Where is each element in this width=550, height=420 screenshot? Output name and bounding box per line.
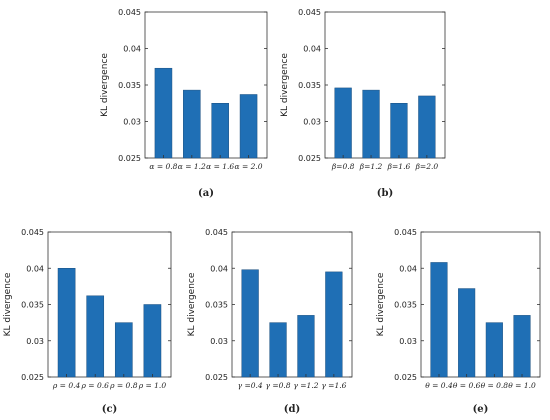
y-tick-label: 0.03: [399, 337, 417, 346]
y-tick-label: 0.04: [123, 45, 141, 54]
y-tick-label: 0.045: [118, 8, 141, 17]
x-tick-label: ρ = 0.6: [81, 381, 110, 390]
x-tick-label: γ =0.8: [266, 381, 291, 390]
bar: [334, 87, 352, 159]
chart-3: 0.025 0.03 0.035 0.04 0.045 KL divergence ρ = …: [3, 228, 172, 415]
x-tick-label: α = 1.6: [206, 162, 234, 171]
y-tick-label: 0.03: [123, 118, 141, 127]
bar: [114, 322, 133, 378]
x-tick-label: β=0.8: [331, 162, 355, 171]
x-tick-label: β=2.0: [415, 162, 439, 171]
bar: [57, 268, 76, 378]
x-tick-label: β=1.6: [387, 162, 411, 171]
x-tick-label: α = 2.0: [235, 162, 263, 171]
y-tick-label: 0.04: [26, 264, 44, 273]
chart-1: 0.025 0.03 0.035 0.04 0.045 KL divergence α = …: [100, 8, 268, 199]
chart-5: 0.025 0.03 0.035 0.04 0.045 KL divergence θ = …: [376, 228, 541, 415]
y-tick-label: 0.025: [21, 373, 44, 382]
bar: [211, 103, 229, 159]
y-tick-label: 0.035: [298, 81, 321, 90]
chart-caption: (b): [377, 188, 393, 199]
chart-caption: (a): [198, 188, 214, 199]
x-tick-label: ρ = 0.4: [52, 381, 81, 390]
y-tick-label: 0.03: [210, 337, 228, 346]
chart-2: 0.025 0.03 0.035 0.04 0.045 KL divergence β=0.…: [280, 8, 446, 199]
y-tick-label: 0.045: [21, 228, 44, 237]
y-tick-label: 0.025: [205, 373, 228, 382]
y-tick-label: 0.04: [399, 264, 417, 273]
y-tick-label: 0.025: [394, 373, 417, 382]
chart-caption: (d): [284, 404, 300, 415]
y-tick-label: 0.025: [118, 154, 141, 163]
y-tick-label: 0.04: [303, 45, 321, 54]
x-tick-label: ρ = 1.0: [138, 381, 167, 390]
y-tick-label: 0.035: [394, 301, 417, 310]
x-tick-label: θ = 0.8: [481, 381, 509, 390]
y-axis-label: KL divergence: [376, 272, 386, 336]
y-tick-label: 0.035: [118, 81, 141, 90]
bar: [297, 315, 315, 378]
bar: [458, 288, 476, 378]
bar: [430, 262, 448, 378]
x-tick-label: θ = 1.0: [508, 381, 536, 390]
bar: [390, 103, 408, 159]
bar: [485, 322, 503, 378]
y-tick-label: 0.04: [210, 264, 228, 273]
bar: [239, 94, 258, 159]
y-tick-label: 0.035: [21, 301, 44, 310]
bar: [143, 304, 162, 378]
y-tick-label: 0.025: [298, 154, 321, 163]
bar: [154, 67, 173, 159]
bar: [86, 295, 105, 378]
x-tick-label: θ = 0.4: [425, 381, 453, 390]
x-tick-label: γ =1.6: [321, 381, 346, 390]
chart-caption: (c): [102, 404, 118, 415]
bar: [183, 89, 201, 159]
x-tick-label: α = 1.2: [178, 162, 206, 171]
y-axis-label: KL divergence: [187, 272, 197, 336]
chart-4: 0.025 0.03 0.035 0.04 0.045 KL divergence γ =0…: [187, 228, 353, 415]
bar: [513, 315, 531, 378]
x-tick-label: θ = 0.6: [453, 381, 481, 390]
y-tick-label: 0.045: [205, 228, 228, 237]
y-tick-label: 0.03: [26, 337, 44, 346]
bar: [241, 269, 259, 378]
x-tick-label: ρ = 0.8: [109, 381, 138, 390]
x-tick-label: γ =1.2: [293, 381, 318, 390]
y-tick-label: 0.03: [303, 118, 321, 127]
y-tick-label: 0.045: [394, 228, 417, 237]
y-tick-label: 0.035: [205, 301, 228, 310]
chart-caption: (e): [473, 404, 489, 415]
x-tick-label: α = 0.8: [149, 162, 177, 171]
x-tick-label: γ =0.4: [238, 381, 263, 390]
bar: [418, 95, 436, 159]
bar: [269, 322, 287, 378]
y-axis-label: KL divergence: [280, 53, 290, 117]
y-axis-label: KL divergence: [100, 53, 110, 117]
x-tick-label: β=1.2: [359, 162, 383, 171]
y-axis-label: KL divergence: [3, 272, 13, 336]
bar: [325, 271, 343, 378]
y-tick-label: 0.045: [298, 8, 321, 17]
bar: [362, 89, 380, 159]
